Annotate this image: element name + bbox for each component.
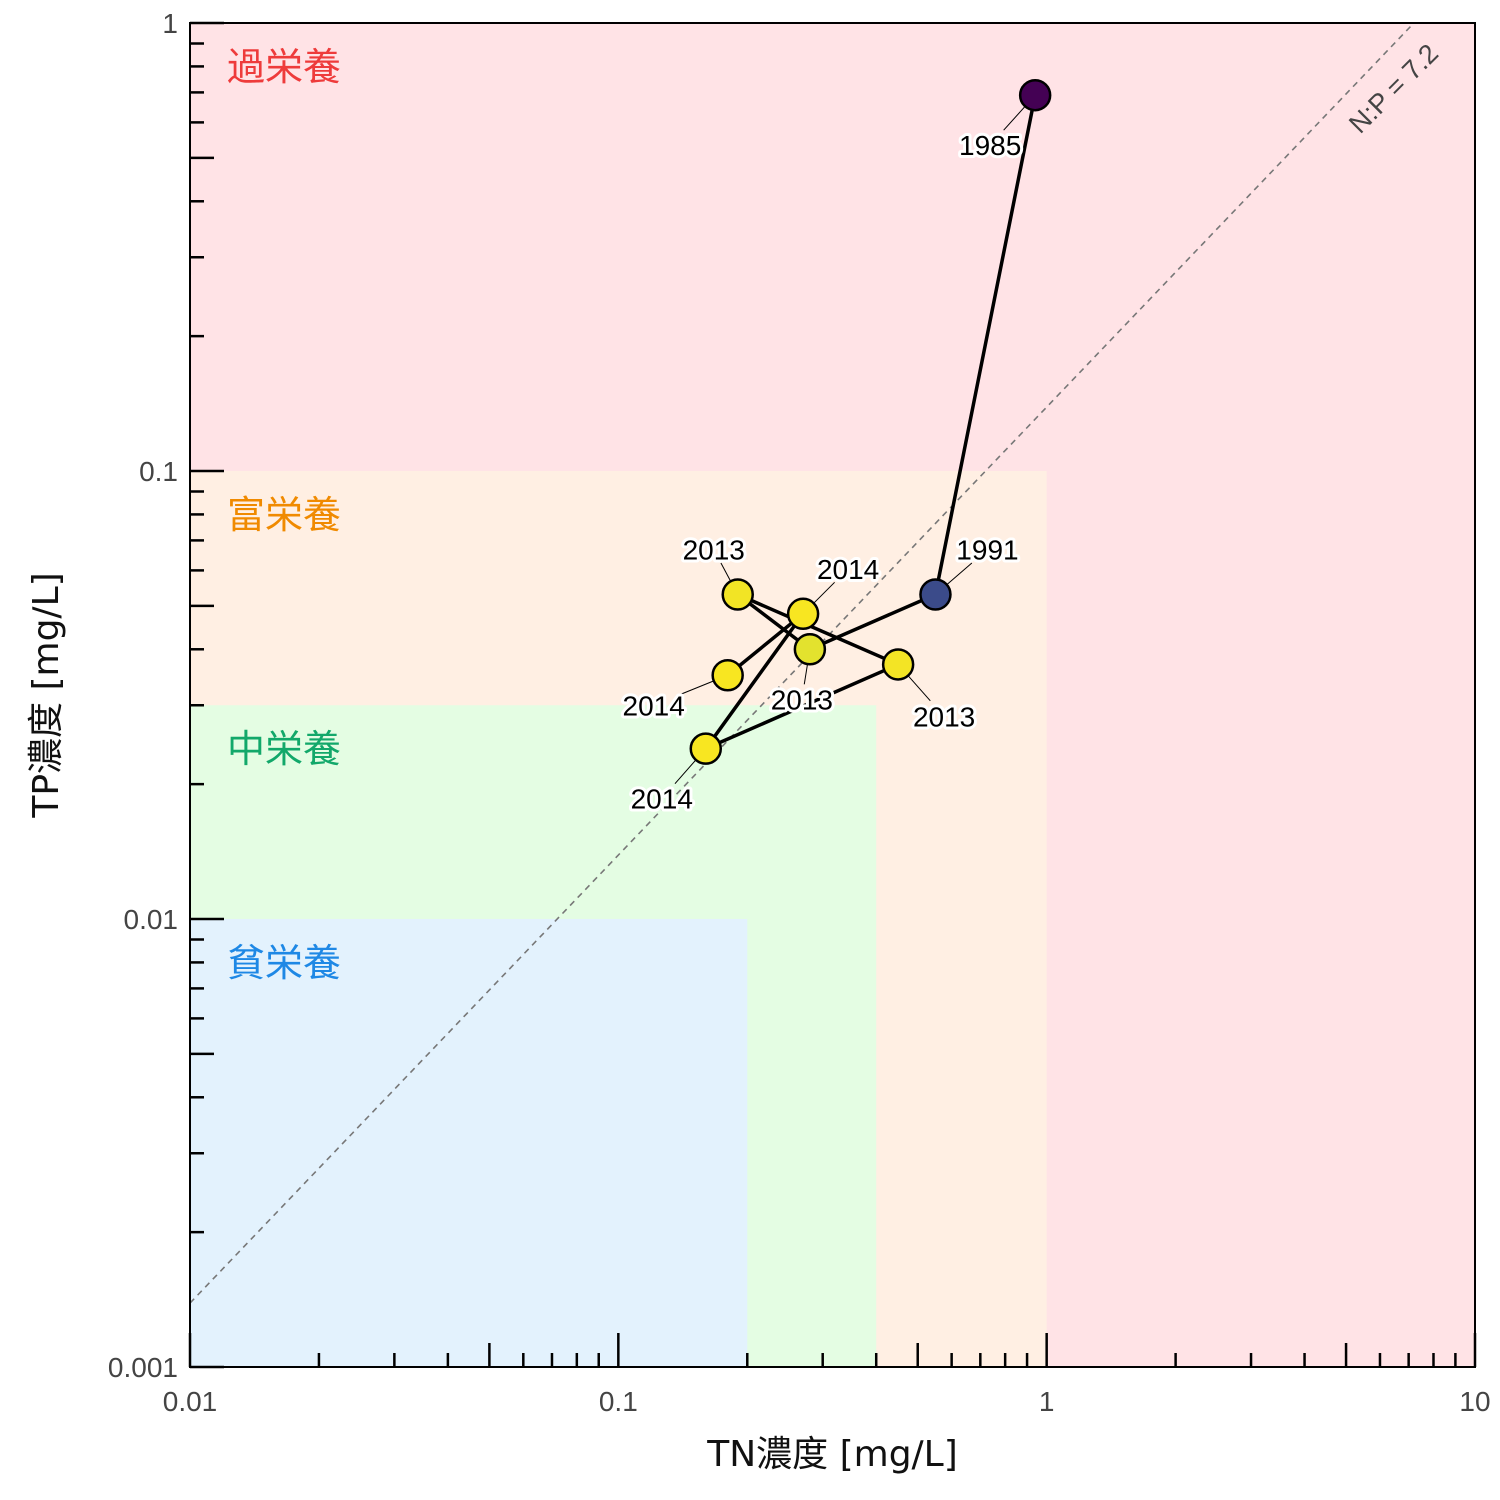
point-label-6: 2014 [817,554,879,585]
x-axis-title: TN濃度 [mg/L] [706,1434,958,1475]
trajectory-segment-5 [704,612,805,751]
data-point-3 [721,578,754,611]
trophic-zones [190,23,1475,1367]
x-tick-label: 0.1 [599,1386,638,1417]
point-year-labels: 1985 1991 2013 2013 2013 2014 2014 2014 [620,127,1025,817]
plot-frame [189,22,1476,1368]
y-axis-tick-labels: 0.001 0.01 0.1 1 [108,8,178,1383]
y-axis-ticks [190,21,224,1369]
data-point-2 [793,633,827,666]
zone-label-1: 富栄養 [227,493,341,537]
point-label-1: 1991 [956,535,1018,566]
trajectory-segment-1 [808,592,938,652]
y-axis-title: TP濃度 [mg/L] [26,572,67,818]
trajectory-segment-3 [735,592,900,667]
trajectory-segment-0 [933,93,1037,597]
x-tick-label: 10 [1459,1386,1490,1417]
point-label-2: 2013 [771,684,833,715]
data-point-1 [919,578,952,611]
y-tick-label: 1 [162,8,178,39]
x-tick-label: 1 [1039,1386,1055,1417]
data-points [689,78,1052,765]
y-tick-label: 0.01 [124,904,179,935]
data-point-4 [881,648,915,681]
y-tick-label: 0.001 [108,1352,178,1383]
zone-3 [190,919,748,1367]
point-label-3: 2013 [683,535,745,566]
x-tick-label: 0.01 [163,1386,218,1417]
y-tick-label: 0.1 [139,456,178,487]
zone-label-0: 過栄養 [227,45,341,89]
data-point-0 [1018,78,1052,112]
point-label-4: 2013 [913,701,975,732]
zone-label-2: 中栄養 [227,727,341,771]
x-axis-tick-labels: 0.01 0.1 1 10 [163,1386,1491,1417]
point-label-5: 2014 [631,784,693,815]
point-label-7: 2014 [623,690,685,721]
data-point-7 [711,659,744,692]
zone-label-3: 貧栄養 [227,941,341,985]
data-point-6 [786,597,820,631]
data-point-5 [689,732,723,765]
trajectory-segment-4 [704,662,900,751]
x-axis-ticks [188,1333,1477,1367]
point-label-0: 1985 [959,130,1021,161]
